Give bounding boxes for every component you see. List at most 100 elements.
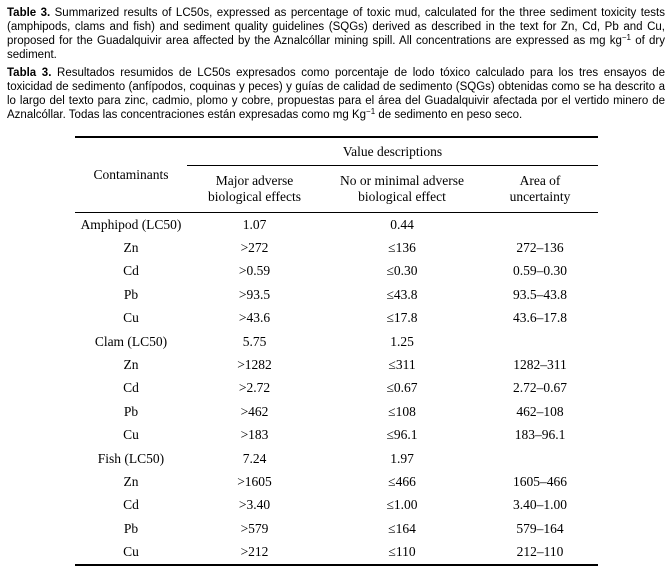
minimal-effects-header: No or minimal adverse biological effect (322, 165, 482, 213)
caption-spanish-superscript: −1 (366, 107, 376, 116)
group-header-row: Contaminants Value descriptions (75, 137, 599, 213)
table-row-clam: Clam (LC50) 5.75 1.25 (75, 330, 598, 353)
minimal-effect-cell: ≤43.8 (386, 286, 418, 302)
minimal-effect-cell: ≤110 (388, 544, 416, 560)
contaminant-cell: Amphipod (LC50) (80, 216, 182, 232)
contaminant-cell: Cu (123, 427, 139, 443)
table-row: Zn >272 ≤136 272–136 (75, 236, 598, 259)
contaminant-cell: Clam (LC50) (94, 333, 168, 349)
minimal-effect-cell: ≤136 (388, 240, 416, 256)
column-header-row: Major adverse biological effects No or mi… (75, 165, 599, 213)
caption-spanish-label: Tabla 3. (7, 67, 52, 79)
caption-english-text-end: of dry sediment. (7, 35, 666, 61)
major-effects-header: Major adverse biological effects (187, 165, 322, 213)
table-row: Cd >2.72 ≤0.67 2.72–0.67 (75, 377, 598, 400)
contaminant-cell: Cu (123, 544, 139, 560)
uncertainty-cell: 1605–466 (513, 473, 568, 489)
table-row: Pb >462 ≤108 462–108 (75, 400, 598, 423)
table-row: Cu >183 ≤96.1 183–96.1 (75, 424, 598, 447)
major-effect-cell: >183 (240, 427, 269, 443)
major-effect-cell: >43.6 (238, 310, 271, 326)
contaminant-cell: Cd (123, 263, 139, 279)
minimal-effects-header-line1: No or minimal adverse (339, 173, 465, 188)
contaminant-cell: Pb (123, 403, 139, 419)
minimal-effect-cell: 0.44 (390, 216, 414, 232)
minimal-effect-cell: ≤1.00 (386, 497, 418, 513)
uncertainty-cell: 93.5–43.8 (513, 286, 568, 302)
minimal-effect-cell: ≤0.67 (386, 380, 418, 396)
uncertainty-cell: 3.40–1.00 (513, 497, 568, 513)
minimal-effect-cell: ≤96.1 (386, 427, 418, 443)
table-row: Cu >212 ≤110 212–110 (75, 540, 598, 564)
table-row: Cd >0.59 ≤0.30 0.59–0.30 (75, 260, 598, 283)
minimal-effect-cell: ≤0.30 (386, 263, 418, 279)
table-row-amphipod: Amphipod (LC50) 1.07 0.44 (75, 213, 598, 237)
uncertainty-cell: 272–136 (516, 240, 564, 256)
table-container: Contaminants Value descriptions Major ad… (75, 136, 599, 566)
contaminant-cell: Pb (123, 286, 139, 302)
major-effects-header-line1: Major adverse (215, 173, 294, 188)
minimal-effect-cell: ≤108 (388, 403, 416, 419)
uncertainty-cell: 2.72–0.67 (513, 380, 568, 396)
table-row: Cu >43.6 ≤17.8 43.6–17.8 (75, 307, 598, 330)
minimal-effect-cell: 1.25 (390, 333, 414, 349)
contaminant-cell: Cd (123, 380, 139, 396)
table-row: Zn >1282 ≤311 1282–311 (75, 353, 598, 376)
contaminant-cell: Cd (123, 497, 139, 513)
minimal-effect-cell: ≤164 (388, 520, 416, 536)
minimal-effects-header-line2: biological effect (358, 189, 446, 204)
major-effects-header-line2: biological effects (207, 189, 302, 204)
uncertainty-header-line1: Area of (519, 173, 561, 188)
contaminant-cell: Zn (123, 240, 139, 256)
caption-spanish: Tabla 3. Resultados resumidos de LC50s e… (0, 66, 672, 122)
minimal-effect-cell: ≤17.8 (386, 310, 418, 326)
table-row-fish: Fish (LC50) 7.24 1.97 (75, 447, 598, 470)
caption-english-text: Summarized results of LC50s, expressed a… (7, 7, 665, 47)
minimal-effect-cell: ≤466 (388, 473, 416, 489)
major-effect-cell: 7.24 (242, 450, 267, 466)
minimal-effect-cell: ≤311 (388, 357, 416, 373)
contaminant-cell: Cu (123, 310, 139, 326)
major-effect-cell: >212 (240, 544, 269, 560)
contaminants-header: Contaminants (75, 137, 187, 213)
results-table: Contaminants Value descriptions Major ad… (75, 136, 599, 566)
uncertainty-cell: 43.6–17.8 (513, 310, 568, 326)
major-effect-cell: >1605 (237, 473, 272, 489)
uncertainty-cell: 212–110 (516, 544, 564, 560)
table-row: Pb >93.5 ≤43.8 93.5–43.8 (75, 283, 598, 306)
table-row: Zn >1605 ≤466 1605–466 (75, 470, 598, 493)
major-effect-cell: 1.07 (242, 216, 267, 232)
table-row: Cd >3.40 ≤1.00 3.40–1.00 (75, 494, 598, 517)
uncertainty-cell: 0.59–0.30 (513, 263, 568, 279)
contaminant-cell: Zn (123, 357, 139, 373)
uncertainty-cell: 462–108 (516, 403, 564, 419)
uncertainty-cell (482, 213, 598, 237)
uncertainty-cell (482, 447, 598, 470)
caption-spanish-text: Resultados resumidos de LC50s expresados… (7, 67, 665, 121)
uncertainty-header-line2: uncertainty (509, 189, 571, 204)
uncertainty-header: Area of uncertainty (482, 165, 599, 213)
uncertainty-cell: 183–96.1 (514, 427, 566, 443)
major-effect-cell: 5.75 (242, 333, 267, 349)
major-effect-cell: >3.40 (238, 497, 271, 513)
major-effect-cell: >272 (240, 240, 269, 256)
major-effect-cell: >2.72 (238, 380, 271, 396)
caption-english-label: Table 3. (7, 7, 51, 19)
major-effect-cell: >93.5 (238, 286, 271, 302)
caption-spanish-text-end: de sedimento en peso seco. (375, 109, 523, 121)
uncertainty-cell (482, 330, 598, 353)
contaminant-cell: Fish (LC50) (97, 450, 165, 466)
contaminant-cell: Zn (123, 473, 139, 489)
major-effect-cell: >462 (240, 403, 269, 419)
contaminant-cell: Pb (123, 520, 139, 536)
caption-english-superscript: −1 (621, 33, 631, 42)
major-effect-cell: >0.59 (238, 263, 271, 279)
uncertainty-cell: 579–164 (516, 520, 564, 536)
major-effect-cell: >579 (240, 520, 269, 536)
uncertainty-cell: 1282–311 (513, 357, 567, 373)
value-descriptions-header: Value descriptions (187, 137, 599, 166)
caption-english: Table 3. Summarized results of LC50s, ex… (0, 0, 672, 62)
major-effect-cell: >1282 (237, 357, 272, 373)
table-row: Pb >579 ≤164 579–164 (75, 517, 598, 540)
